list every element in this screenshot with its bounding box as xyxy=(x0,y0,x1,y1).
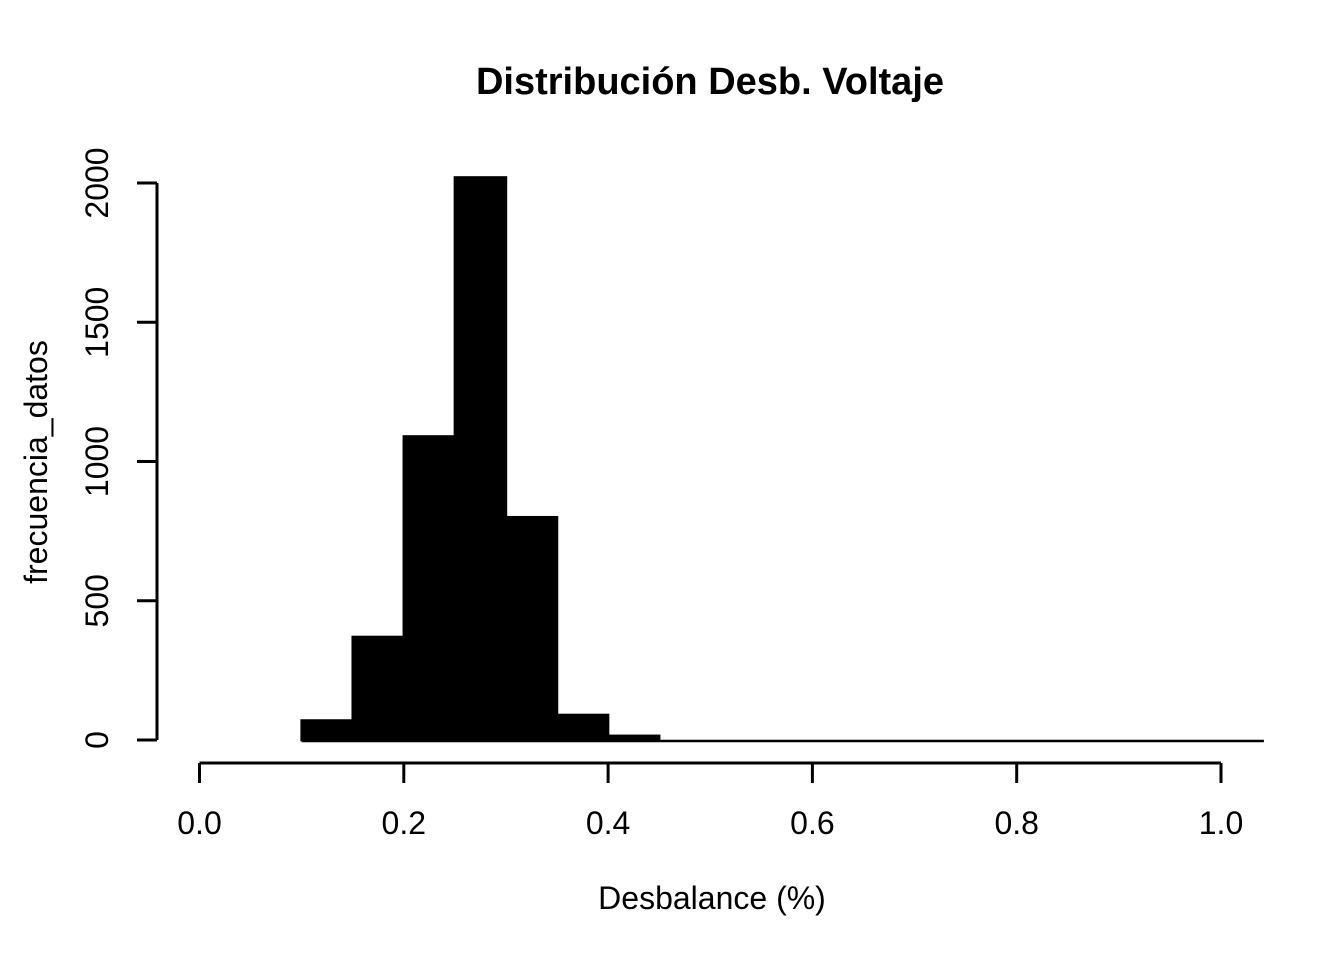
histogram-bar xyxy=(555,713,610,742)
y-tick-label: 1500 xyxy=(79,287,115,358)
bars-group xyxy=(300,176,1264,743)
tick-labels-group: 0.0 0.2 0.4 0.6 0.8 1.0 0 500 1000 1500 2000 xyxy=(79,147,1243,841)
x-axis-title: Desbalance (%) xyxy=(598,880,826,916)
x-tick-label: 0.2 xyxy=(382,805,426,841)
y-tick-label: 2000 xyxy=(79,147,115,218)
histogram-bar xyxy=(351,635,406,742)
histogram-bar xyxy=(453,176,508,742)
x-tick-label: 1.0 xyxy=(1199,805,1243,841)
x-tick-label: 0.0 xyxy=(177,805,221,841)
histogram-bar xyxy=(606,734,661,742)
y-tick-label: 0 xyxy=(79,731,115,749)
y-axis-title: frecuencia_datos xyxy=(18,340,54,584)
x-tick-label: 0.8 xyxy=(994,805,1038,841)
axes-group xyxy=(137,181,1223,783)
histogram-bar xyxy=(402,435,457,742)
y-tick-label: 1000 xyxy=(79,426,115,497)
chart-title: Distribución Desb. Voltaje xyxy=(476,61,944,103)
y-tick-label: 500 xyxy=(79,574,115,627)
histogram-bar xyxy=(300,719,354,742)
x-tick-label: 0.4 xyxy=(586,805,630,841)
histogram-bar xyxy=(504,515,559,742)
x-tick-label: 0.6 xyxy=(790,805,834,841)
